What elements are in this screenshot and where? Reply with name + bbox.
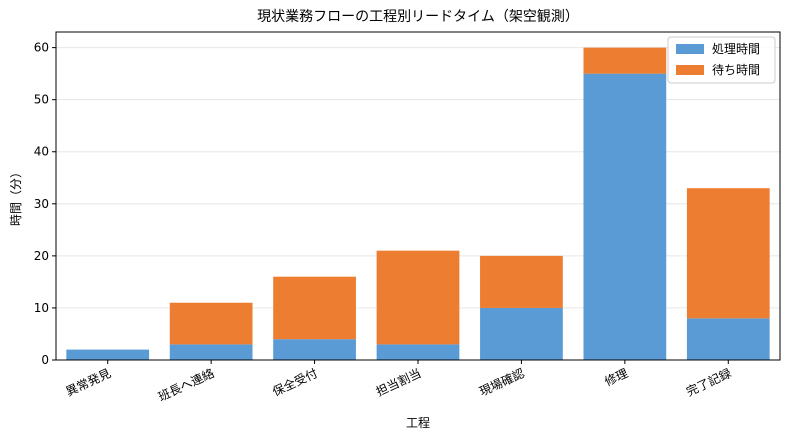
y-tick-label-3: 30 (34, 197, 49, 211)
x-tick-label-2: 保全受付 (270, 365, 320, 399)
chart-title: 現状業務フローの工程別リードタイム（架空観測） (257, 8, 579, 25)
y-tick-label-2: 20 (34, 249, 49, 263)
y-tick-label-0: 0 (41, 353, 49, 367)
bar-processing-1 (169, 344, 253, 360)
y-tick-label-1: 10 (34, 301, 49, 315)
y-axis: 0 10 20 30 40 50 60 (34, 41, 56, 367)
x-axis: 異常発見 班長へ連絡 保全受付 担当割当 現場確認 修理 完了記録 (64, 360, 734, 404)
x-tick-label-4: 現場確認 (477, 365, 527, 399)
bar-waiting-3 (376, 250, 460, 345)
legend-swatch-1 (676, 65, 704, 75)
bar-processing-2 (273, 339, 356, 360)
bar-waiting-5 (583, 47, 667, 74)
x-tick-label-1: 班長へ連絡 (156, 365, 217, 404)
bar-waiting-2 (273, 276, 356, 340)
legend-label-0: 処理時間 (712, 42, 760, 56)
bar-processing-3 (376, 344, 460, 360)
y-tick-label-4: 40 (34, 145, 49, 159)
bar-waiting-1 (169, 302, 253, 345)
x-tick-label-5: 修理 (602, 365, 630, 389)
bar-waiting-6 (686, 188, 770, 319)
legend-label-1: 待ち時間 (712, 63, 760, 77)
bar-processing-6 (686, 318, 770, 360)
bar-processing-0 (66, 349, 150, 360)
y-tick-label-5: 50 (34, 93, 49, 107)
bar-waiting-4 (480, 255, 563, 308)
x-tick-label-6: 完了記録 (684, 365, 734, 399)
x-tick-label-0: 異常発見 (64, 366, 113, 399)
y-axis-label: 時間（分） (9, 166, 23, 226)
bars (66, 47, 770, 361)
y-tick-label-6: 60 (34, 41, 49, 55)
bar-processing-4 (480, 307, 563, 360)
x-tick-label-3: 担当割当 (373, 365, 423, 399)
x-axis-label: 工程 (406, 415, 430, 430)
legend-swatch-0 (676, 44, 704, 54)
bar-processing-5 (583, 73, 667, 361)
